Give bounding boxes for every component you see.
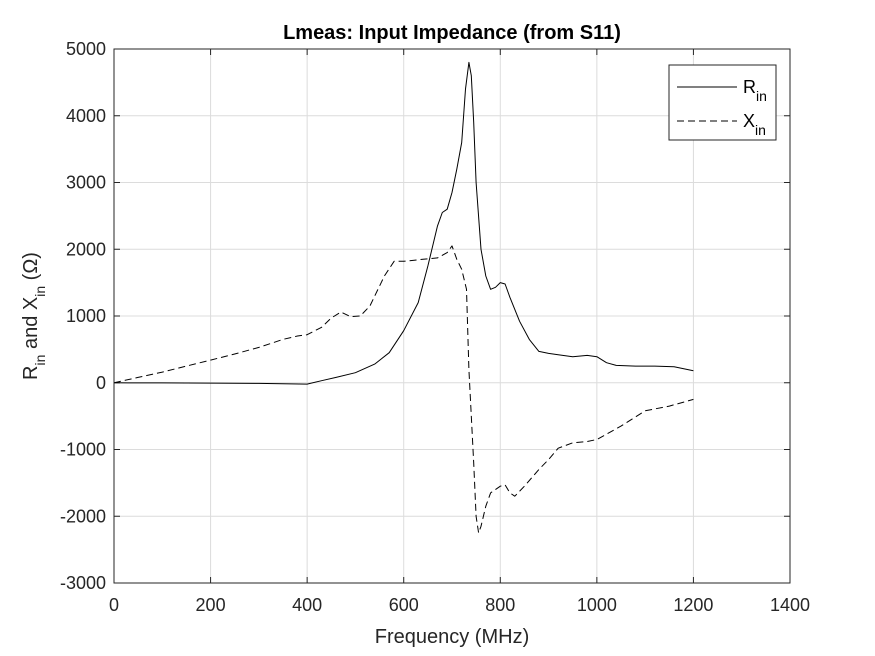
- x-tick-label: 1000: [577, 595, 617, 615]
- y-tick-label: -3000: [60, 573, 106, 593]
- x-tick-label: 1400: [770, 595, 810, 615]
- legend-label-r-in: Rin: [743, 77, 767, 104]
- x-tick-label: 0: [109, 595, 119, 615]
- legend-label-r-subscript: in: [756, 88, 767, 104]
- legend-label-x: X: [743, 111, 755, 131]
- series-layer: [113, 61, 694, 534]
- y-axis-label-r: R: [20, 366, 42, 380]
- legend: Rin Xin: [668, 64, 777, 141]
- x-tick-label: 800: [485, 595, 515, 615]
- y-axis-label-x-subscript: in: [32, 286, 48, 297]
- y-tick-label: 5000: [66, 39, 106, 59]
- y-axis-label: Rin and Xin (Ω): [20, 252, 48, 380]
- x-tick-label: 200: [196, 595, 226, 615]
- y-tick-label: 4000: [66, 106, 106, 126]
- y-axis-label-unit: (Ω): [20, 252, 42, 286]
- legend-label-x-in: Xin: [743, 111, 766, 138]
- y-axis-label-and-x: and X: [20, 297, 42, 355]
- y-tick-label: -2000: [60, 506, 106, 526]
- legend-label-x-subscript: in: [755, 122, 766, 138]
- legend-label-r: R: [743, 77, 756, 97]
- y-tick-label: 2000: [66, 239, 106, 259]
- series-line-r-in: [113, 61, 694, 385]
- x-tick-label: 1200: [673, 595, 713, 615]
- y-axis-label-r-subscript: in: [32, 355, 48, 366]
- x-tick-label: 400: [292, 595, 322, 615]
- series-line-x-in: [113, 245, 694, 534]
- chart-title: Lmeas: Input Impedance (from S11): [283, 22, 621, 44]
- legend-box: [668, 64, 777, 141]
- y-tick-label: 1000: [66, 306, 106, 326]
- y-tick-label: 3000: [66, 173, 106, 193]
- x-tick-label: 600: [389, 595, 419, 615]
- y-tick-label: -1000: [60, 440, 106, 460]
- x-axis-label: Frequency (MHz): [375, 626, 529, 648]
- axis-ticks: 0 200 400 600 800 1000 1200 1400 -3000 -2000 -1000…: [60, 39, 810, 615]
- y-tick-label: 0: [96, 373, 106, 393]
- axes-frame: [113, 48, 791, 584]
